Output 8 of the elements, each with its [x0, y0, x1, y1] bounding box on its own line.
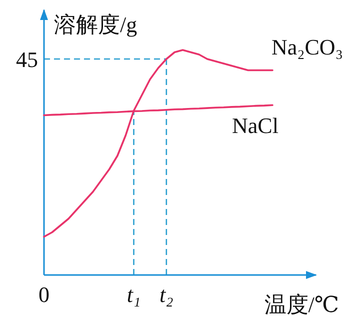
y-axis-title: 溶解度/g [54, 12, 138, 37]
series-label: Na₂CO₃ [271, 34, 343, 60]
annotation: 45 [16, 47, 38, 72]
x-tick-label: t₁ [126, 282, 141, 307]
x-tick-label: t₂ [160, 282, 174, 307]
series-label: NaCl [232, 113, 278, 138]
x-tick-label: 0 [38, 282, 50, 307]
x-axis-title: 温度/℃ [264, 292, 339, 316]
